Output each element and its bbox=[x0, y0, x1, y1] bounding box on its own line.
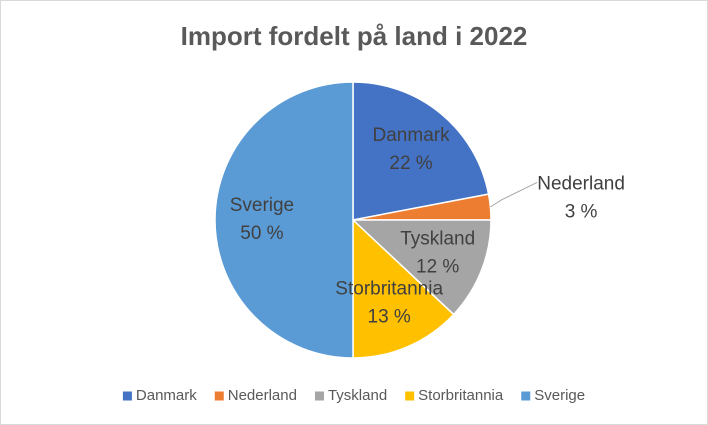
legend-label: Danmark bbox=[136, 387, 197, 404]
data-label-name: Tyskland bbox=[400, 229, 475, 250]
legend-label: Storbritannia bbox=[418, 387, 504, 404]
legend-label: Tyskland bbox=[328, 387, 387, 404]
pie-slice bbox=[352, 81, 490, 221]
legend-swatch bbox=[521, 391, 531, 401]
leader-line bbox=[490, 181, 538, 208]
data-label-value: 13 % bbox=[368, 307, 411, 328]
data-label-name: Storbritannia bbox=[335, 279, 443, 300]
data-label-value: 3 % bbox=[565, 201, 598, 222]
chart-title: Import fordelt på land i 2022 bbox=[181, 21, 528, 51]
legend-label: Nederland bbox=[228, 387, 297, 404]
legend-label: Sverige bbox=[534, 387, 585, 404]
data-label-value: 22 % bbox=[389, 153, 432, 174]
legend-swatch bbox=[214, 391, 224, 401]
legend-swatch bbox=[122, 391, 132, 401]
pie-slice bbox=[214, 81, 354, 359]
pie-slice bbox=[351, 219, 492, 316]
legend-swatch bbox=[405, 391, 415, 401]
data-label-value: 12 % bbox=[416, 257, 459, 278]
pie-slice bbox=[352, 218, 455, 359]
data-label-name: Nederland bbox=[537, 173, 625, 194]
data-label-name: Danmark bbox=[373, 125, 451, 146]
data-label-name: Sverige bbox=[230, 195, 294, 216]
legend-swatch bbox=[314, 391, 324, 401]
data-label-value: 50 % bbox=[240, 223, 283, 244]
